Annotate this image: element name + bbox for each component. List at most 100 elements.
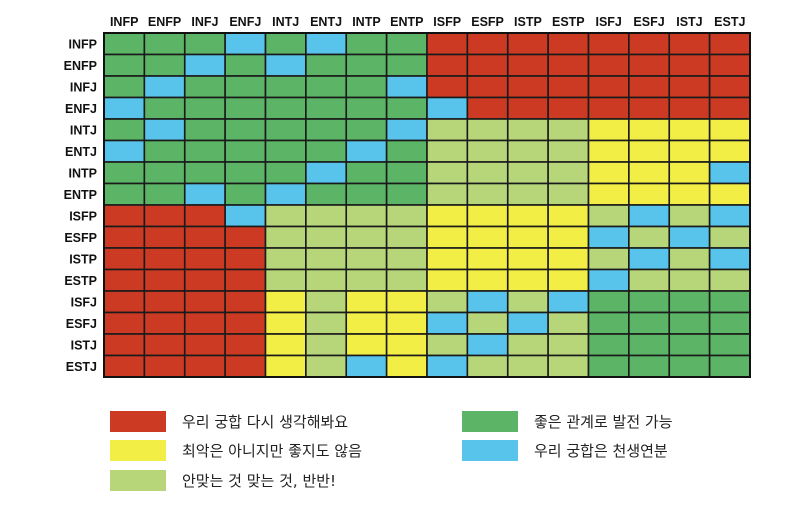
cell-isfj-istj bbox=[668, 290, 711, 314]
cell-isfp-intj bbox=[264, 204, 307, 228]
cell-infj-istp bbox=[506, 75, 549, 99]
cell-esfj-intp bbox=[345, 311, 388, 335]
cell-infj-infp bbox=[103, 75, 146, 99]
cell-istj-enfp bbox=[143, 333, 186, 357]
legend-swatch-b bbox=[462, 440, 518, 461]
cell-enfj-infp bbox=[103, 96, 146, 120]
cell-enfj-isfp bbox=[426, 96, 469, 120]
cell-esfp-infj bbox=[183, 225, 226, 249]
cell-istj-entp bbox=[385, 333, 428, 357]
cell-istp-enfj bbox=[224, 247, 267, 271]
column-label-isfp: ISFP bbox=[433, 15, 461, 29]
cell-estp-istj bbox=[668, 268, 711, 292]
cell-infp-esfp bbox=[466, 32, 509, 56]
cell-intp-estp bbox=[547, 161, 590, 185]
cell-istj-estj bbox=[708, 333, 751, 357]
cell-intj-intp bbox=[345, 118, 388, 142]
cell-intp-isfj bbox=[587, 161, 630, 185]
row-label-esfj: ESFJ bbox=[66, 317, 97, 331]
cell-isfj-estj bbox=[708, 290, 751, 314]
cell-isfj-isfj bbox=[587, 290, 630, 314]
cell-isfp-enfj bbox=[224, 204, 267, 228]
cell-isfj-intp bbox=[345, 290, 388, 314]
cell-enfj-esfj bbox=[628, 96, 671, 120]
cell-istj-estp bbox=[547, 333, 590, 357]
cell-intp-enfp bbox=[143, 161, 186, 185]
cell-estj-estp bbox=[547, 354, 590, 378]
cell-isfj-esfj bbox=[628, 290, 671, 314]
cell-entp-isfp bbox=[426, 182, 469, 206]
cell-entj-estp bbox=[547, 139, 590, 163]
column-labels: INFP ENFP INFJ ENFJ INTJ ENTJ INTP ENTP ISFP ESFP… bbox=[110, 15, 746, 29]
legend-label-l: 안맞는 것 맞는 것, 반반! bbox=[182, 472, 336, 490]
cell-infp-isfp bbox=[426, 32, 469, 56]
cell-entj-intj bbox=[264, 139, 307, 163]
cell-istp-estj bbox=[708, 247, 751, 271]
cell-enfj-isfj bbox=[587, 96, 630, 120]
cell-isfp-entp bbox=[385, 204, 428, 228]
cell-isfj-infj bbox=[183, 290, 226, 314]
cell-intj-esfp bbox=[466, 118, 509, 142]
cell-estp-estp bbox=[547, 268, 590, 292]
cell-enfp-isfp bbox=[426, 53, 469, 77]
cell-infp-intp bbox=[345, 32, 388, 56]
row-label-infp: INFP bbox=[69, 37, 97, 51]
row-label-istp: ISTP bbox=[69, 252, 97, 266]
cell-entp-esfp bbox=[466, 182, 509, 206]
cell-esfj-enfj bbox=[224, 311, 267, 335]
cell-isfp-entj bbox=[305, 204, 348, 228]
cell-enfp-intp bbox=[345, 53, 388, 77]
cell-entp-intj bbox=[264, 182, 307, 206]
cell-infp-istp bbox=[506, 32, 549, 56]
cell-infj-entp bbox=[385, 75, 428, 99]
cell-esfj-istp bbox=[506, 311, 549, 335]
cell-entj-istp bbox=[506, 139, 549, 163]
cell-estj-infp bbox=[103, 354, 146, 378]
cell-enfj-infj bbox=[183, 96, 226, 120]
cell-estj-enfj bbox=[224, 354, 267, 378]
grid-border bbox=[103, 32, 751, 378]
column-label-isfj: ISFJ bbox=[595, 15, 621, 29]
cell-istj-enfj bbox=[224, 333, 267, 357]
cell-esfp-esfp bbox=[466, 225, 509, 249]
cell-intj-isfj bbox=[587, 118, 630, 142]
legend-swatch-l bbox=[110, 470, 166, 491]
cell-enfp-estp bbox=[547, 53, 590, 77]
cell-intj-estj bbox=[708, 118, 751, 142]
cell-entp-isfj bbox=[587, 182, 630, 206]
cell-istj-isfp bbox=[426, 333, 469, 357]
row-label-enfj: ENFJ bbox=[65, 102, 97, 116]
row-label-entj: ENTJ bbox=[65, 145, 97, 159]
cell-enfj-istj bbox=[668, 96, 711, 120]
cell-istp-infj bbox=[183, 247, 226, 271]
cell-infp-estj bbox=[708, 32, 751, 56]
cell-entj-enfj bbox=[224, 139, 267, 163]
column-label-infj: INFJ bbox=[191, 15, 218, 29]
cell-infp-intj bbox=[264, 32, 307, 56]
cell-estp-intj bbox=[264, 268, 307, 292]
cell-isfp-istj bbox=[668, 204, 711, 228]
cell-enfp-esfp bbox=[466, 53, 509, 77]
cell-isfj-infp bbox=[103, 290, 146, 314]
cell-istp-istp bbox=[506, 247, 549, 271]
column-label-entj: ENTJ bbox=[310, 15, 342, 29]
cell-enfj-intj bbox=[264, 96, 307, 120]
cell-istp-isfj bbox=[587, 247, 630, 271]
cell-intj-estp bbox=[547, 118, 590, 142]
cell-istp-estp bbox=[547, 247, 590, 271]
column-label-enfj: ENFJ bbox=[229, 15, 261, 29]
cell-isfp-isfj bbox=[587, 204, 630, 228]
cell-estp-entj bbox=[305, 268, 348, 292]
cell-intp-estj bbox=[708, 161, 751, 185]
cell-estp-estj bbox=[708, 268, 751, 292]
cell-isfj-isfp bbox=[426, 290, 469, 314]
row-label-isfp: ISFP bbox=[69, 209, 97, 223]
cell-entp-intp bbox=[345, 182, 388, 206]
cell-entj-esfp bbox=[466, 139, 509, 163]
cell-intj-istj bbox=[668, 118, 711, 142]
cell-infj-isfp bbox=[426, 75, 469, 99]
cell-esfp-isfp bbox=[426, 225, 469, 249]
cell-entj-esfj bbox=[628, 139, 671, 163]
cell-estp-intp bbox=[345, 268, 388, 292]
cell-isfp-isfp bbox=[426, 204, 469, 228]
